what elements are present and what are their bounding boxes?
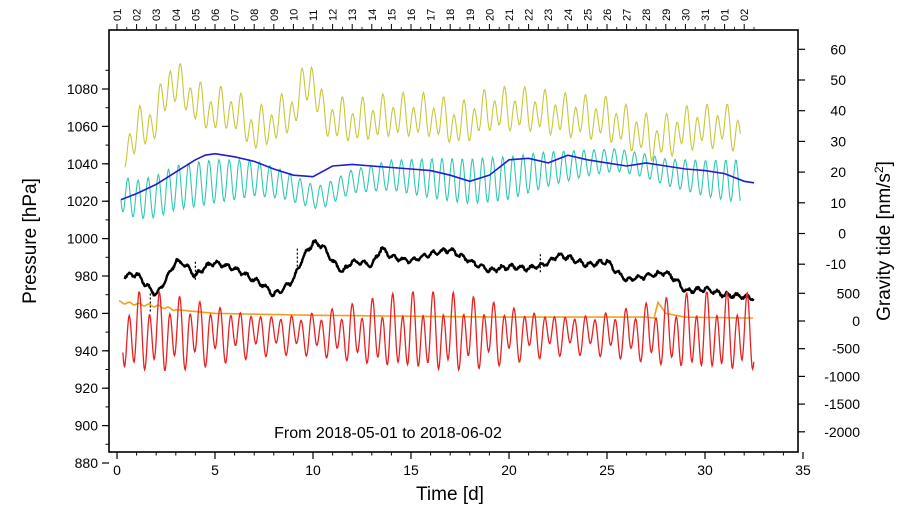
y-left-tick-label: 980 <box>75 268 99 284</box>
top-day-label: 09 <box>269 9 281 21</box>
top-day-label: 01 <box>720 9 732 21</box>
y-right-upper-tick-label: -10 <box>826 256 846 272</box>
y-axis-right: -10 0 10 20 30 40 50 60 -2000 -1500 -1000 -500 0 500 <box>798 41 860 440</box>
y-left-tick-label: 1040 <box>67 156 98 172</box>
y-right-lower-tick-label: 500 <box>837 285 861 301</box>
x-tick-label: 20 <box>501 462 517 478</box>
top-day-label: 13 <box>347 9 359 21</box>
top-day-label: 07 <box>230 9 242 21</box>
top-day-label: 18 <box>445 9 457 21</box>
top-day-label: 16 <box>406 9 418 21</box>
top-day-label: 30 <box>680 9 692 21</box>
y-left-tick-label: 900 <box>75 418 99 434</box>
y-right-upper-tick-label: 10 <box>830 195 846 211</box>
y-right-upper-tick-label: 0 <box>838 226 846 242</box>
y-right-upper-tick-label: 50 <box>830 72 846 88</box>
top-day-label: 19 <box>465 9 477 21</box>
y-right-lower-tick-label: -2000 <box>824 424 860 440</box>
top-day-label: 26 <box>602 9 614 21</box>
top-day-label: 27 <box>622 9 634 21</box>
top-day-label: 28 <box>641 9 653 21</box>
y-right-lower-tick-label: 0 <box>852 313 860 329</box>
top-day-label: 21 <box>504 9 516 21</box>
y-left-tick-label: 1060 <box>67 118 98 134</box>
top-day-label: 01 <box>112 9 124 21</box>
top-day-label: 22 <box>524 9 536 21</box>
top-day-label: 12 <box>328 9 340 21</box>
top-day-label: 11 <box>308 10 320 21</box>
top-day-label: 15 <box>386 9 398 21</box>
y-right-upper-tick-label: 60 <box>830 41 846 57</box>
y-right-upper-tick-label: 30 <box>830 133 846 149</box>
top-day-label: 08 <box>249 9 261 21</box>
top-day-label: 20 <box>484 9 496 21</box>
y-axis-right-title-prefix: Gravity tide [nm/s <box>874 173 895 321</box>
x-tick-label: 0 <box>113 462 121 478</box>
top-day-label: 24 <box>563 9 575 21</box>
x-tick-label: 35 <box>795 462 811 478</box>
y-left-tick-label: 1000 <box>67 231 98 247</box>
x-tick-label: 30 <box>697 462 713 478</box>
top-day-label: 17 <box>426 9 438 21</box>
y-left-tick-label: 1020 <box>67 193 98 209</box>
top-day-label: 25 <box>582 9 594 21</box>
y-left-tick-label: 1080 <box>67 81 98 97</box>
top-day-label: 06 <box>210 9 222 21</box>
series-line-orange <box>118 300 754 319</box>
y-axis-right-title: Gravity tide [nm/s2] <box>872 161 895 321</box>
top-day-label: 29 <box>661 9 673 21</box>
y-right-lower-tick-label: -500 <box>832 341 860 357</box>
y-axis-left-title: Pressure [hPa] <box>20 178 41 304</box>
x-axis-title: Time [d] <box>416 484 484 505</box>
top-day-axis: 01 02 03 04 05 06 07 08 09 10 11 12 13 14 15 16 17 18 19 20… <box>112 9 755 30</box>
top-day-label: 23 <box>543 9 555 21</box>
top-day-label: 02 <box>739 9 751 21</box>
series-line-red <box>122 290 755 372</box>
top-day-label: 03 <box>151 9 163 21</box>
x-tick-label: 25 <box>599 462 615 478</box>
y-axis-right-title-suffix: ] <box>874 161 895 166</box>
plot-frame <box>108 29 799 453</box>
date-range-annotation: From 2018-05-01 to 2018-06-02 <box>274 425 502 442</box>
x-tick-label: 10 <box>305 462 321 478</box>
top-day-label: 04 <box>171 9 183 21</box>
y-axis-right-title-sup: 2 <box>872 166 886 173</box>
y-left-tick-label: 920 <box>75 380 99 396</box>
y-left-tick-label: 960 <box>75 305 99 321</box>
series-line-olive <box>124 62 741 168</box>
y-right-upper-tick-label: 40 <box>830 103 846 119</box>
top-day-label: 10 <box>288 9 300 21</box>
y-axis-left: 880 900 920 940 960 980 1000 1020 1040 1060 1080 <box>67 69 109 471</box>
top-day-label: 05 <box>190 9 202 21</box>
top-day-label: 02 <box>132 9 144 21</box>
y-right-lower-tick-label: -1000 <box>824 368 860 384</box>
top-day-label: 14 <box>367 9 379 21</box>
x-tick-label: 5 <box>211 462 219 478</box>
series-line-blue <box>120 152 755 201</box>
series-line-black <box>123 239 755 302</box>
series-layer <box>118 62 755 372</box>
y-left-tick-label: 940 <box>75 343 99 359</box>
y-right-upper-tick-label: 20 <box>830 164 846 180</box>
y-left-tick-label: 880 <box>75 455 99 471</box>
y-right-lower-tick-label: -1500 <box>824 396 860 412</box>
top-day-label: 31 <box>700 9 712 21</box>
x-tick-label: 15 <box>403 462 419 478</box>
